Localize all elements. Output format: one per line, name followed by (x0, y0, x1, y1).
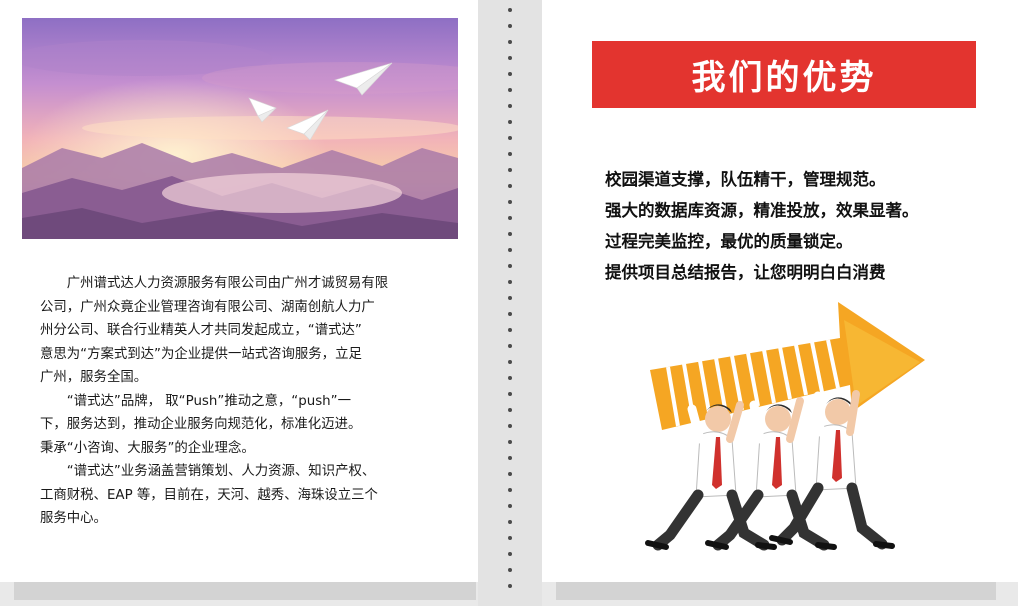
spine-dot (508, 520, 512, 524)
spine-dot (508, 296, 512, 300)
spine-dot (508, 8, 512, 12)
spine-dot (508, 424, 512, 428)
intro-line: 下，服务达到，推动企业服务向规范化，标准化迈进。 (40, 417, 362, 432)
intro-line: “谱式达”业务涵盖营销策划、人力资源、知识产权、 (66, 464, 376, 479)
hero-sky-image (22, 18, 458, 239)
spine-dot (508, 200, 512, 204)
spine-dot (508, 344, 512, 348)
spine-dot (508, 40, 512, 44)
team-carrying-arrow-illustration (600, 300, 930, 555)
left-page-shadow (14, 582, 476, 600)
company-introduction: 广州谱式达人力资源服务有限公司由广州才诚贸易有限 公司，广州众竟企业管理咨询有限… (40, 272, 452, 531)
advantages-list: 校园渠道支撑，队伍精干，管理规范。 强大的数据库资源，精准投放，效果显著。 过程… (605, 164, 1005, 288)
spine-dot (508, 472, 512, 476)
intro-line: “谱式达”品牌， 取“Push”推动之意，“push”一 (66, 393, 351, 409)
spine-dot (508, 264, 512, 268)
intro-line: 广州谱式达人力资源服务有限公司由广州才诚贸易有限 (66, 276, 389, 291)
advantage-item: 强大的数据库资源，精准投放，效果显著。 (605, 201, 919, 220)
spine-dot (508, 136, 512, 140)
book-spine (478, 0, 542, 606)
spine-dot (508, 216, 512, 220)
spine-dot (508, 504, 512, 508)
intro-line: 秉承“小咨询、大服务”的企业理念。 (40, 440, 255, 456)
intro-line: 意思为“方案式到达”为企业提供一站式咨询服务，立足 (40, 346, 362, 362)
spine-dot (508, 568, 512, 572)
spine-dot (508, 248, 512, 252)
intro-line: 工商财税、EAP 等，目前在，天河、越秀、海珠设立三个 (40, 487, 378, 503)
spine-dot (508, 376, 512, 380)
advantages-title-banner: 我们的优势 (592, 41, 976, 108)
spine-dot (508, 392, 512, 396)
spine-dot (508, 440, 512, 444)
spine-dot (508, 232, 512, 236)
spine-dot (508, 24, 512, 28)
spine-dot (508, 328, 512, 332)
spine-dot (508, 552, 512, 556)
spine-dot (508, 72, 512, 76)
spine-dot (508, 104, 512, 108)
spine-dot (508, 408, 512, 412)
spine-dot (508, 312, 512, 316)
spine-dot (508, 360, 512, 364)
advantage-item: 校园渠道支撑，队伍精干，管理规范。 (605, 170, 886, 189)
spine-dot (508, 488, 512, 492)
advantages-title: 我们的优势 (691, 58, 877, 98)
advantage-item: 过程完美监控，最优的质量锁定。 (605, 232, 853, 251)
spine-dots (508, 0, 512, 606)
intro-line: 服务中心。 (40, 511, 107, 526)
spine-dot (508, 168, 512, 172)
spine-dot (508, 536, 512, 540)
intro-line: 州分公司、联合行业精英人才共同发起成立，“谱式达” (40, 323, 362, 338)
spine-dot (508, 456, 512, 460)
spine-dot (508, 280, 512, 284)
spine-dot (508, 56, 512, 60)
spine-dot (508, 88, 512, 92)
advantage-item: 提供项目总结报告，让您明明白白消费 (605, 263, 886, 282)
intro-line: 广州，服务全国。 (40, 370, 148, 385)
right-page-shadow (556, 582, 996, 600)
spine-dot (508, 184, 512, 188)
intro-line: 公司，广州众竟企业管理咨询有限公司、湖南创航人力广 (40, 299, 375, 315)
spine-dot (508, 120, 512, 124)
spine-dot (508, 152, 512, 156)
spine-dot (508, 584, 512, 588)
